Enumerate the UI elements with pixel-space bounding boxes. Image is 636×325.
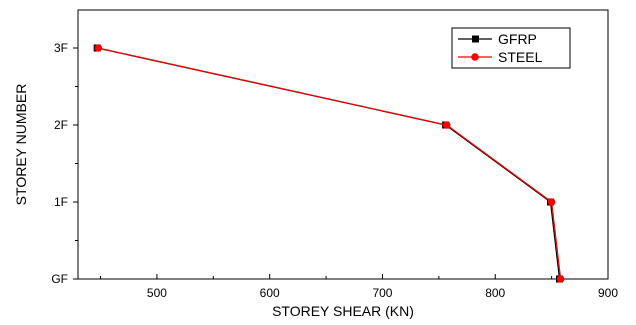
legend-label-steel: STEEL <box>498 49 543 65</box>
data-point-steel <box>556 275 565 283</box>
legend-marker-steel <box>471 53 479 61</box>
series <box>93 44 565 283</box>
x-tick-label: 700 <box>372 286 392 300</box>
legend: GFRP STEEL <box>451 27 571 69</box>
x-axis-title: STOREY SHEAR (KN) <box>272 303 414 319</box>
x-tick-label: 500 <box>147 286 167 300</box>
x-tick-label: 800 <box>485 286 505 300</box>
data-point-steel <box>442 121 451 129</box>
y-tick-label: 2F <box>54 118 68 132</box>
legend-label-gfrp: GFRP <box>498 31 537 47</box>
ticks: 500 600 700 800 900 GF 1F 2F 3F <box>51 41 618 300</box>
x-tick-label: 900 <box>598 286 618 300</box>
legend-marker-gfrp <box>472 35 479 43</box>
axes <box>77 9 609 280</box>
x-tick-label: 600 <box>260 286 280 300</box>
data-point-steel <box>547 198 556 206</box>
data-point-steel <box>94 44 103 52</box>
plot-frame <box>77 9 609 280</box>
y-tick-label: 1F <box>54 195 68 209</box>
series-line-gfrp <box>97 47 561 280</box>
y-tick-label: 3F <box>54 41 68 55</box>
y-tick-label: GF <box>51 272 68 286</box>
legend-box <box>451 27 571 69</box>
y-axis-title: STOREY NUMBER <box>13 84 29 206</box>
series-line-steel <box>98 47 562 280</box>
